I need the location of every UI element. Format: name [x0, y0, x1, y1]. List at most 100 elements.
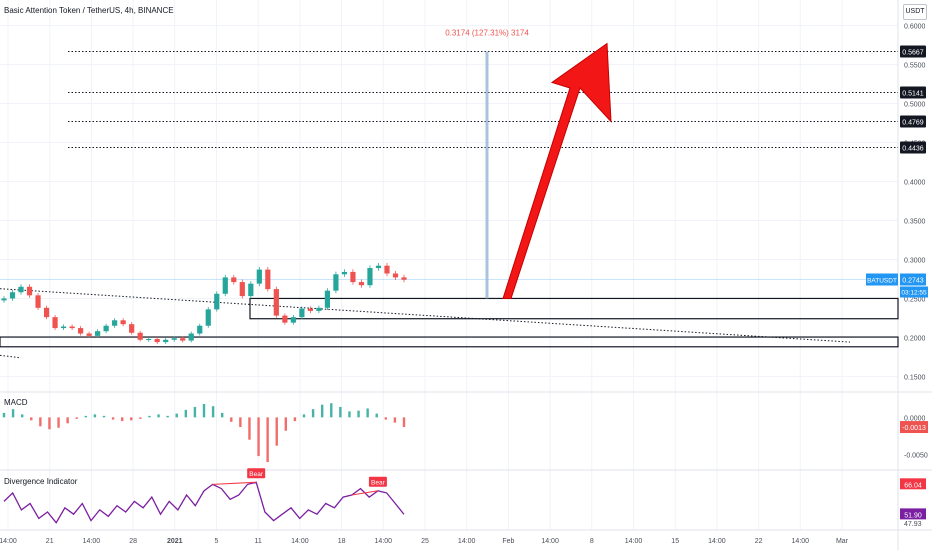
candle-body — [35, 295, 41, 308]
macd-histogram-bar — [202, 403, 206, 418]
x-tick-label: 14:00 — [375, 538, 393, 545]
macd-histogram-bar — [366, 408, 369, 418]
macd-histogram-bar — [111, 417, 115, 420]
bear-tag — [368, 476, 387, 487]
candle-body — [18, 286, 24, 293]
macd-histogram-bar — [393, 417, 397, 423]
macd-current-label: -0.0013 — [902, 425, 926, 432]
macd-histogram-bar — [130, 417, 133, 421]
candle-body — [333, 274, 339, 291]
support-zone-box — [0, 336, 899, 348]
measure-bar — [485, 51, 489, 299]
x-tick-label: 11 — [255, 538, 262, 545]
macd-histogram-bar — [284, 417, 288, 431]
currency-label[interactable]: USDT — [903, 4, 927, 20]
bear-divergence-line — [351, 490, 378, 496]
x-tick-label: 15 — [671, 538, 679, 545]
macd-histogram-bar — [402, 417, 406, 428]
candle-body — [401, 277, 407, 280]
x-tick-label: 14:00 — [792, 538, 810, 545]
macd-current-tag — [900, 421, 928, 434]
macd-histogram-bar — [39, 417, 42, 427]
y-tick-label: 0.2000 — [904, 335, 926, 342]
y-tick-label: 0.5500 — [904, 63, 926, 70]
x-tick-label: 14:00 — [708, 538, 726, 545]
candle-body — [163, 339, 169, 343]
macd-histogram-bar — [93, 414, 97, 418]
macd-histogram-bar — [184, 409, 188, 418]
macd-histogram-bar — [211, 406, 215, 418]
macd-histogram-bar — [257, 417, 260, 457]
macd-histogram-bar — [384, 417, 388, 420]
candle-body — [384, 265, 390, 274]
symbol-label: BATUSDT — [867, 278, 897, 285]
y-tick-label: 0.3000 — [904, 257, 926, 264]
macd-histogram-bar — [266, 417, 269, 463]
x-tick-label: 14:00 — [625, 538, 643, 545]
level-price-tag — [900, 45, 926, 58]
chart-title: Basic Attention Token / TetherUS, 4h, BI… — [4, 6, 174, 15]
x-tick-label: 28 — [129, 538, 137, 545]
x-tick-label: 21 — [46, 538, 54, 545]
support-zone-box — [249, 297, 899, 320]
level-price-tag — [900, 115, 926, 128]
divergence-pane-label: Divergence Indicator — [4, 477, 78, 486]
level-price-label: 0.4436 — [902, 146, 924, 153]
macd-histogram-bar — [339, 406, 342, 418]
macd-histogram-bar — [2, 412, 6, 418]
candle-body — [60, 326, 67, 329]
level-price-label: 0.5667 — [902, 50, 924, 57]
candle-body — [214, 293, 220, 310]
macd-histogram-bar — [293, 417, 297, 422]
candle-body — [137, 332, 143, 340]
candle-body — [43, 307, 50, 318]
candle-body — [299, 308, 305, 318]
level-price-label: 0.4769 — [902, 120, 924, 127]
candle-body — [52, 317, 58, 329]
candle-body — [188, 333, 194, 341]
candle-body — [392, 273, 399, 278]
x-tick-label: 14:00 — [0, 538, 17, 545]
macd-histogram-bar — [248, 417, 251, 440]
x-tick-label: 22 — [755, 538, 763, 545]
candle-body — [9, 292, 16, 299]
candle-body — [205, 309, 211, 326]
y-tick-label: 0.3500 — [904, 218, 926, 225]
candle-body — [282, 315, 288, 323]
candle-body — [95, 331, 101, 336]
macd-histogram-bar — [139, 417, 142, 419]
candle-body — [350, 271, 356, 283]
candle-body — [341, 271, 348, 275]
level-price-tag — [900, 141, 926, 154]
candle-body — [171, 338, 177, 340]
x-tick-label: 25 — [421, 538, 429, 545]
macd-histogram-bar — [57, 417, 60, 428]
y-tick-label: 0.6000 — [904, 24, 926, 31]
macd-histogram-bar — [148, 415, 151, 418]
divergence-y-tick-label: 47.93 — [904, 521, 922, 528]
current-price-label: 0.2743 — [902, 278, 924, 285]
candle-body — [26, 286, 33, 296]
x-tick-label: Mar — [836, 538, 849, 545]
macd-histogram-bar — [357, 410, 360, 418]
candle-body — [367, 268, 373, 286]
candle-body — [256, 269, 262, 284]
candle-body — [77, 328, 84, 334]
candle-body — [375, 265, 382, 269]
macd-histogram-bar — [220, 412, 224, 418]
macd-pane-label: MACD — [4, 398, 28, 407]
macd-histogram-bar — [193, 406, 197, 418]
macd-histogram-bar — [48, 417, 51, 430]
x-tick-label: Feb — [502, 538, 514, 545]
candle-body — [307, 308, 313, 311]
current-price-tag — [900, 273, 926, 286]
bear-tag — [247, 468, 266, 479]
candle-body — [248, 283, 254, 297]
candle-body — [112, 320, 118, 326]
macd-histogram-bar — [166, 415, 169, 418]
countdown-tag — [900, 286, 928, 298]
macd-histogram-bar — [75, 417, 78, 419]
macd-histogram-bar — [320, 404, 324, 418]
